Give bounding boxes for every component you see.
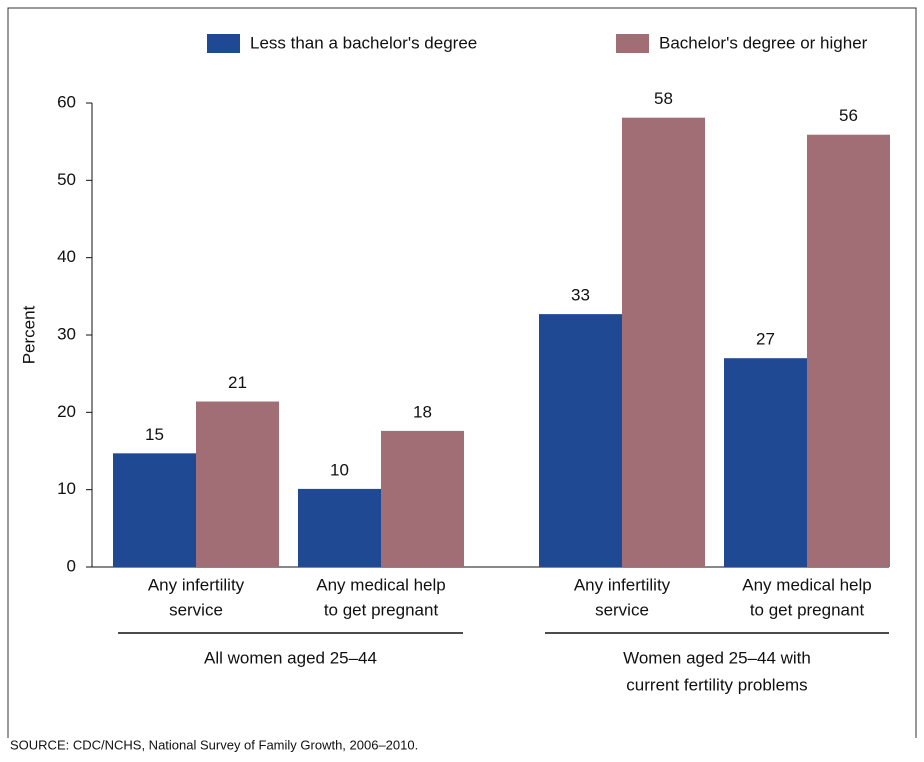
source-note: SOURCE: CDC/NCHS, National Survey of Fam… xyxy=(10,737,418,752)
bar xyxy=(381,430,464,567)
value-label: 10 xyxy=(330,460,349,479)
group-label: Women aged 25–44 with xyxy=(623,648,811,667)
x-tick-label: service xyxy=(169,600,223,619)
x-tick-label: Any infertility xyxy=(148,575,245,594)
legend-label: Bachelor's degree or higher xyxy=(659,33,868,52)
group-label: All women aged 25–44 xyxy=(204,648,377,667)
x-tick-label: Any medical help xyxy=(316,575,445,594)
bar xyxy=(539,314,622,567)
x-tick-label: Any medical help xyxy=(742,575,871,594)
value-label: 58 xyxy=(654,89,673,108)
y-tick-label: 0 xyxy=(67,556,76,575)
bar xyxy=(724,358,807,567)
value-label: 18 xyxy=(413,402,432,421)
y-axis-label: Percent xyxy=(19,305,38,364)
legend-swatch xyxy=(616,34,649,53)
x-tick-label: to get pregnant xyxy=(750,600,865,619)
legend-swatch xyxy=(207,34,240,53)
bar xyxy=(622,117,705,568)
legend-label: Less than a bachelor's degree xyxy=(250,33,477,52)
value-label: 56 xyxy=(839,106,858,125)
bar xyxy=(196,401,279,567)
bar xyxy=(807,134,890,567)
bar xyxy=(113,453,196,567)
value-label: 15 xyxy=(145,425,164,444)
y-tick-label: 20 xyxy=(57,402,76,421)
frame xyxy=(7,7,917,738)
y-tick-label: 10 xyxy=(57,479,76,498)
x-tick-label: to get pregnant xyxy=(324,600,439,619)
value-label: 21 xyxy=(228,373,247,392)
y-tick-label: 40 xyxy=(57,247,76,266)
group-label: current fertility problems xyxy=(626,675,807,694)
y-tick-label: 60 xyxy=(57,92,76,111)
bar xyxy=(298,488,381,567)
y-tick-label: 50 xyxy=(57,170,76,189)
value-label: 33 xyxy=(571,286,590,305)
value-label: 27 xyxy=(756,330,775,349)
x-tick-label: service xyxy=(595,600,649,619)
y-tick-label: 30 xyxy=(57,324,76,343)
x-tick-label: Any infertility xyxy=(574,575,671,594)
